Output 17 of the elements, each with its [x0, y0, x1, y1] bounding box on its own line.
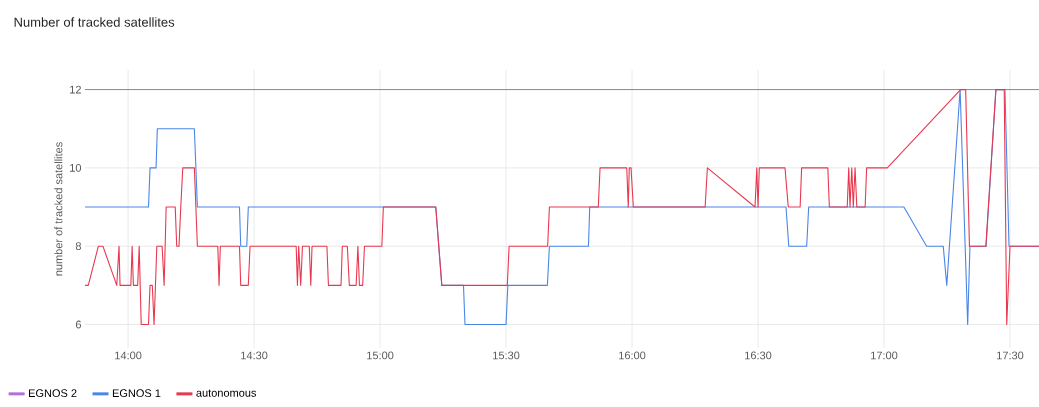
- x-tick-label: 17:00: [871, 351, 898, 360]
- x-tick-label: 16:30: [745, 351, 772, 360]
- y-tick-label: 6: [75, 320, 81, 329]
- y-axis-title: number of tracked satellites: [54, 142, 63, 276]
- x-tick-label: 16:00: [619, 351, 646, 360]
- y-tick-label: 8: [75, 242, 81, 251]
- x-tick-label: 14:00: [115, 351, 142, 360]
- x-tick-label: 15:00: [367, 351, 394, 360]
- x-tick-label: 17:30: [997, 351, 1024, 360]
- chart-title: Number of tracked satellites: [14, 17, 175, 27]
- legend-label: EGNOS 2: [29, 389, 77, 398]
- x-tick-label: 14:30: [241, 351, 268, 360]
- legend-label: EGNOS 1: [112, 389, 161, 398]
- y-tick-label: 10: [70, 164, 82, 172]
- x-tick-label: 15:30: [493, 351, 520, 360]
- y-tick-label: 12: [70, 85, 81, 94]
- legend-label: autonomous: [196, 389, 257, 397]
